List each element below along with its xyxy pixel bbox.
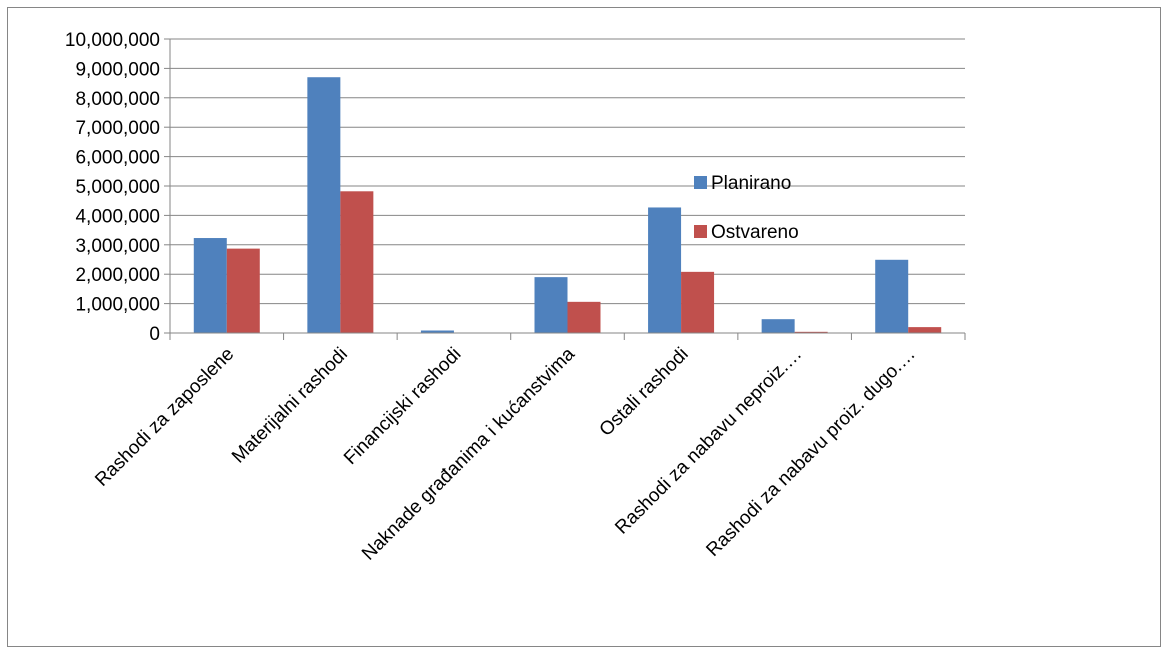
bar-ostvareno-4	[681, 271, 715, 333]
x-tick-label: Ostali rashodi	[596, 344, 693, 441]
y-tick-label: 7,000,000	[75, 118, 160, 139]
y-tick-label: 6,000,000	[75, 148, 160, 169]
legend-label-ostvareno: Ostvareno	[711, 222, 799, 243]
bar-planirano-5	[761, 319, 795, 333]
x-tick-label: Naknade građanima i kućanstvima	[358, 343, 579, 564]
y-tick-label: 10,000,000	[65, 30, 160, 51]
y-tick-label: 9,000,000	[75, 59, 160, 80]
bar-ostvareno-6	[908, 327, 942, 333]
bar-planirano-0	[193, 238, 227, 333]
axes	[164, 38, 966, 340]
bar-planirano-6	[875, 259, 909, 333]
y-tick-label: 5,000,000	[75, 177, 160, 198]
bars	[193, 77, 942, 333]
bar-planirano-4	[648, 207, 682, 333]
y-tick-label: 8,000,000	[75, 89, 160, 110]
bar-ostvareno-1	[340, 191, 374, 333]
bar-planirano-2	[420, 330, 454, 333]
legend-swatch-planirano	[694, 176, 707, 189]
y-tick-label: 0	[149, 324, 160, 345]
y-tick-labels: 0 1,000,000 2,000,000 3,000,000 4,000,000 5,0…	[65, 30, 160, 345]
bar-planirano-3	[534, 277, 568, 333]
gridlines	[170, 38, 965, 305]
legend-label-planirano: Planirano	[711, 173, 791, 194]
x-tick-label: Materijalni rashodi	[228, 344, 352, 468]
bar-ostvareno-3	[567, 301, 601, 333]
x-tick-label: Rashodi za zaposlene	[91, 344, 238, 491]
legend-swatch-ostvareno	[694, 225, 707, 238]
legend: Planirano Ostvareno	[694, 173, 799, 243]
y-tick-label: 1,000,000	[75, 295, 160, 316]
y-tick-label: 4,000,000	[75, 206, 160, 227]
bar-planirano-1	[307, 77, 341, 333]
x-tick-label: Rashodi za nabavu proiz. dugo.…	[703, 344, 920, 561]
y-tick-label: 3,000,000	[75, 236, 160, 257]
x-tick-label: Financijski rashodi	[340, 344, 465, 469]
bar-ostvareno-0	[226, 248, 260, 333]
bar-ostvareno-5	[794, 331, 828, 333]
x-tick-label: Rashodi za nabavu neproiz.…	[611, 344, 806, 539]
y-tick-label: 2,000,000	[75, 265, 160, 286]
